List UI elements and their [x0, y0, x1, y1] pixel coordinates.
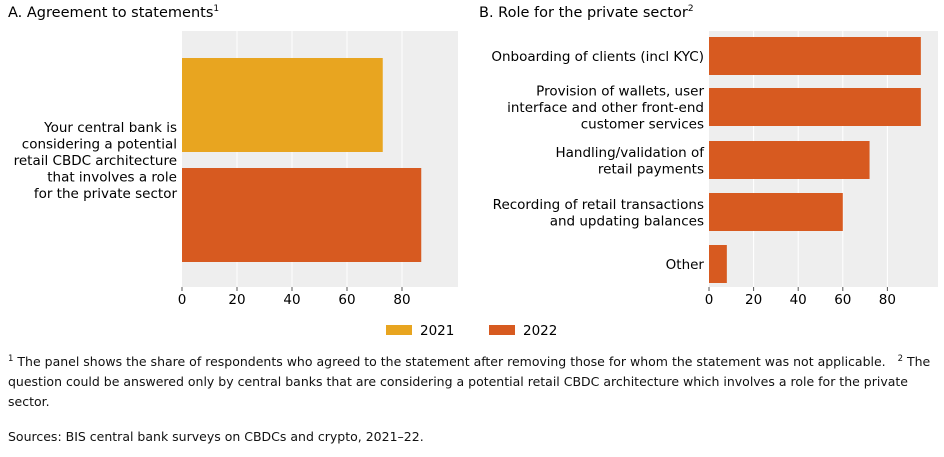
- panel-b-x-tick-label: 60: [834, 292, 851, 308]
- panel-a-x-tick-label: 0: [178, 292, 187, 308]
- panel-b-bar: [709, 88, 921, 126]
- legend-label-2022: 2022: [523, 323, 557, 339]
- panel-b-bar: [709, 245, 727, 283]
- panel-b-bar: [709, 37, 921, 75]
- sources: Sources: BIS central bank surveys on CBD…: [8, 429, 424, 444]
- panel-b-bar: [709, 193, 843, 231]
- legend-swatch-2022: [489, 325, 515, 335]
- panel-b-x-tick-label: 20: [745, 292, 762, 308]
- panel-a-x-tick-label: 60: [338, 292, 355, 308]
- panel-a-category-label: Your central bank is considering a potent…: [14, 120, 178, 202]
- legend-label-2021: 2021: [420, 323, 454, 339]
- panel-b-category-label: Provision of wallets, user interface and …: [507, 84, 704, 133]
- legend: 2021 2022: [386, 323, 557, 339]
- footnote-2-marker: 2: [897, 354, 903, 364]
- panel-b-category-label: Handling/validation of retail payments: [556, 145, 706, 178]
- panel-a-bar-2021: [182, 58, 383, 152]
- legend-swatch-2021: [386, 325, 412, 335]
- panel-b-x-tick-label: 40: [790, 292, 807, 308]
- panel-b-category-label: Other: [666, 257, 705, 273]
- footnotes: 1 The panel shows the share of responden…: [8, 352, 936, 412]
- panel-b-x-tick-label: 0: [705, 292, 714, 308]
- panel-b-category-label: Onboarding of clients (incl KYC): [491, 49, 704, 65]
- panel-a-x-tick-label: 40: [283, 292, 300, 308]
- panel-a-x-tick-label: 20: [228, 292, 245, 308]
- panel-a-bar-2022: [182, 168, 422, 262]
- panel-b-category-label: Recording of retail transactions and upda…: [493, 197, 704, 230]
- footnote-2-text: The question could be answered only by c…: [8, 354, 931, 409]
- footnote-1-text: The panel shows the share of respondents…: [17, 354, 886, 369]
- panel-b-x-tick-label: 80: [879, 292, 896, 308]
- panel-a-title: A. Agreement to statements1: [8, 4, 219, 21]
- panel-a-x-tick-label: 80: [393, 292, 410, 308]
- panel-b-title: B. Role for the private sector2: [479, 4, 694, 21]
- panel-b-bar: [709, 141, 870, 179]
- footnote-1-marker: 1: [8, 354, 14, 364]
